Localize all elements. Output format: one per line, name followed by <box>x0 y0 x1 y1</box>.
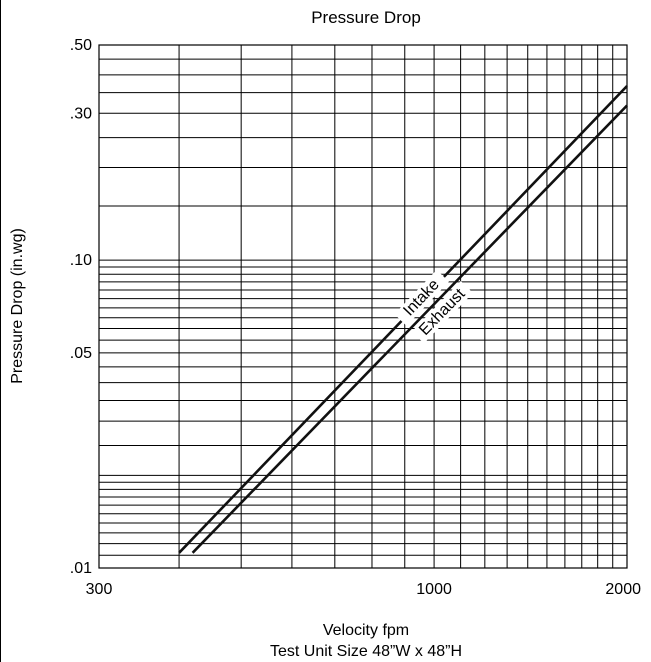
y-tick-label: .50 <box>70 37 92 54</box>
x-tick-label: 300 <box>86 581 113 598</box>
series-label-background <box>394 269 449 326</box>
x-tick-label: 2000 <box>605 581 641 598</box>
series-label-background <box>411 281 473 344</box>
tick-labels: .01 .05 .10 .30 .50 300 1000 2000 <box>70 37 641 598</box>
y-tick-label: .01 <box>70 560 92 577</box>
plot-frame <box>98 44 628 569</box>
y-tick-label: .30 <box>70 105 92 122</box>
chart-subtitle: Test Unit Size 48”W x 48”H <box>270 643 462 660</box>
y-tick-label: .10 <box>70 252 92 269</box>
y-tick-label: .05 <box>70 345 92 362</box>
x-axis-label: Velocity fpm <box>323 622 409 639</box>
series-line-exhaust <box>191 104 628 554</box>
grid <box>98 44 628 569</box>
x-tick-label: 1000 <box>416 581 452 598</box>
chart-title: Pressure Drop <box>311 8 421 27</box>
y-axis-label: Pressure Drop (in.wg) <box>9 228 26 384</box>
